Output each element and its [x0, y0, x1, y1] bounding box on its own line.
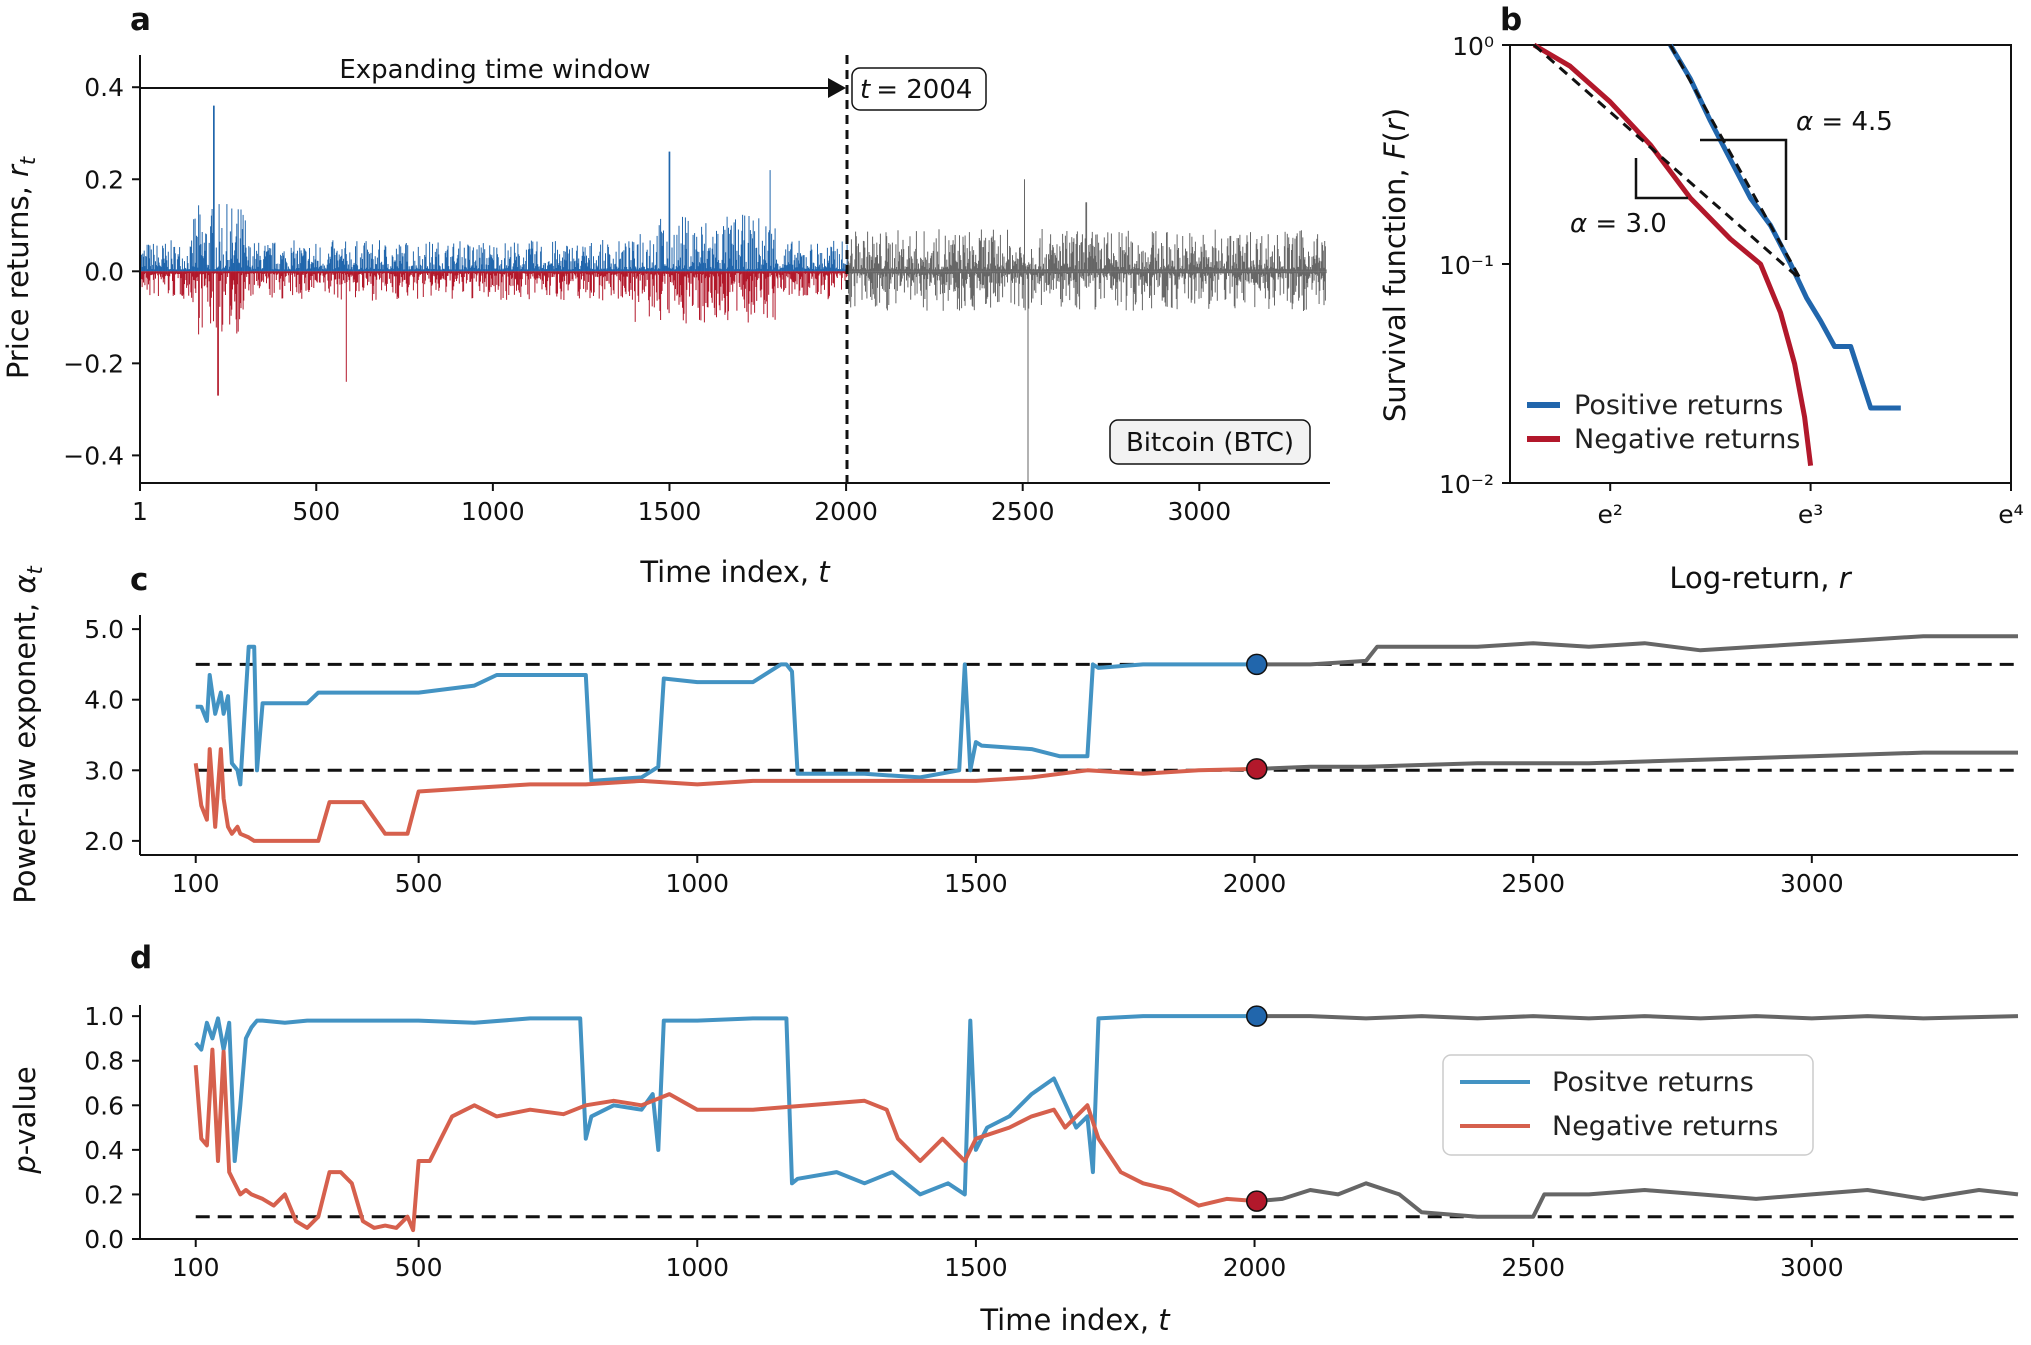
y-tick-label: 10⁻² [1439, 470, 1494, 499]
x-tick-label: 2000 [814, 497, 878, 526]
legend-box [1442, 1054, 1814, 1156]
x-tick-label: 500 [395, 1253, 443, 1282]
asset-label-box [1109, 419, 1311, 465]
returns-bars [139, 105, 1327, 483]
series-line-after-split [1256, 750, 2018, 771]
series-line-after-split [1256, 634, 2018, 667]
panel-b-axes: e² e³ e⁴ 10⁰ 10⁻¹ 10⁻² Log-return, r Survival f… [1378, 32, 2024, 595]
series-line-positive [195, 644, 1257, 787]
x-tick-label: 2500 [1501, 869, 1565, 898]
alpha-positive-label: α = 4.5 [1796, 107, 1893, 137]
panel-d-axes: 100 500 1000 1500 2000 2500 3000 0.0 0.2 0.4 0.6 0.… [8, 1002, 2018, 1337]
series-line-negative [193, 747, 1257, 843]
y-tick-label: 4.0 [84, 686, 124, 715]
y-tick-label: −0.2 [63, 349, 124, 378]
panel-c-power-law-exponent: 100 500 1000 1500 2000 2500 3000 2.0 3.0 4.0 5.0 Po… [8, 566, 2018, 904]
t-label: t = 2004 [860, 75, 972, 105]
x-axis-title: Time index, t [639, 555, 831, 589]
series-line-negative [193, 1047, 1257, 1233]
exponent-lines [193, 634, 2018, 843]
panel-c-letter: c [130, 562, 148, 598]
panel-d-legend: Positve returns Negative returns [1442, 1054, 1814, 1156]
survival-line-blue [1668, 43, 1901, 411]
legend-label: Negative returns [1552, 1111, 1778, 1142]
split-marker [1246, 1005, 1268, 1027]
x-tick-label: 1500 [638, 497, 702, 526]
y-tick-label: 0.0 [84, 1225, 124, 1254]
x-tick-label: 1500 [944, 1253, 1008, 1282]
series-line-positive [194, 1014, 1257, 1197]
x-tick-label: 1 [132, 497, 148, 526]
x-tick-label: 2500 [991, 497, 1055, 526]
x-tick-label: e² [1597, 500, 1622, 529]
y-tick-label: 0.4 [84, 73, 124, 102]
legend-label: Positve returns [1552, 1067, 1754, 1098]
slope-triangle-negative [1634, 158, 1688, 200]
panel-d-p-value: 100 500 1000 1500 2000 2500 3000 0.0 0.2 0.4 0.6 0.… [8, 1002, 2019, 1337]
legend-label: Negative returns [1574, 424, 1800, 455]
y-tick-label: 0.6 [84, 1091, 124, 1120]
y-tick-label: 3.0 [84, 756, 124, 785]
x-tick-label: 3000 [1780, 1253, 1844, 1282]
x-tick-label: 500 [395, 869, 443, 898]
x-tick-label: e⁴ [1998, 500, 2023, 529]
x-tick-label: 1000 [665, 869, 729, 898]
x-tick-label: 1000 [461, 497, 525, 526]
x-tick-label: 1000 [665, 1253, 729, 1282]
asset-label: Bitcoin (BTC) [1126, 428, 1294, 458]
panel-a-price-returns: 1 500 1000 1500 2000 2500 3000−0.4−0.20.00.20.… [1, 55, 1330, 589]
x-tick-label: 2000 [1223, 1253, 1287, 1282]
x-tick-label: e³ [1798, 500, 1823, 529]
y-tick-label: 5.0 [84, 615, 124, 644]
series-line-after-split [1256, 1181, 2019, 1219]
panel-b-letter: b [1500, 2, 1522, 38]
panel-a-axes: 1 500 1000 1500 2000 2500 3000−0.4−0.20.00.20.… [1, 55, 1330, 589]
y-axis-title: Price returns, rt [1, 156, 40, 379]
arrow-head-icon [828, 78, 846, 98]
x-tick-label: 2000 [1223, 869, 1287, 898]
y-tick-label: 0.8 [84, 1047, 124, 1076]
legend-label: Positive returns [1574, 390, 1783, 421]
alpha-negative-label: α = 3.0 [1570, 209, 1667, 239]
y-axis-title: p-value [8, 1066, 42, 1174]
y-tick-label: 10⁰ [1452, 32, 1494, 61]
x-tick-label: 100 [172, 869, 220, 898]
y-axis-title: Survival function, F(r) [1378, 108, 1412, 422]
p-value-lines [193, 1005, 2019, 1233]
y-tick-label: 0.2 [84, 1180, 124, 1209]
series-line-after-split [1256, 1014, 2019, 1021]
x-axis-title: Time index, t [979, 1303, 1171, 1337]
split-marker [1246, 653, 1268, 676]
panel-b-survival-function: e² e³ e⁴ 10⁰ 10⁻¹ 10⁻² Log-return, r Survival f… [1378, 32, 2024, 595]
survival-lines: α = 4.5 α = 3.0 [1532, 42, 1901, 467]
fit-line [1533, 43, 1802, 281]
y-tick-label: 2.0 [84, 827, 124, 856]
x-tick-label: 3000 [1167, 497, 1231, 526]
split-marker [1246, 758, 1268, 780]
y-tick-label: 10⁻¹ [1439, 251, 1494, 280]
panel-a-letter: a [130, 2, 151, 38]
panel-c-axes: 100 500 1000 1500 2000 2500 3000 2.0 3.0 4.0 5.0 Po… [8, 566, 2018, 904]
y-axis-title: Power-law exponent, αt [8, 566, 47, 904]
y-tick-label: 0.2 [84, 165, 124, 194]
fit-line [1669, 44, 1802, 281]
survival-line-red [1532, 42, 1814, 467]
x-tick-label: 1500 [944, 869, 1008, 898]
y-tick-label: −0.4 [63, 441, 124, 470]
y-tick-label: 0.0 [84, 257, 124, 286]
expanding-window-label: Expanding time window [339, 55, 650, 85]
x-tick-label: 100 [172, 1253, 220, 1282]
t-label-box [851, 67, 987, 111]
split-marker [1246, 1190, 1268, 1212]
x-tick-label: 500 [292, 497, 340, 526]
y-tick-label: 1.0 [84, 1002, 124, 1031]
x-tick-label: 3000 [1780, 869, 1844, 898]
x-axis-title: Log-return, r [1669, 561, 1852, 595]
y-tick-label: 0.4 [84, 1136, 124, 1165]
slope-triangle-positive [1700, 138, 1788, 240]
x-tick-label: 2500 [1501, 1253, 1565, 1282]
panel-d-letter: d [130, 940, 152, 976]
